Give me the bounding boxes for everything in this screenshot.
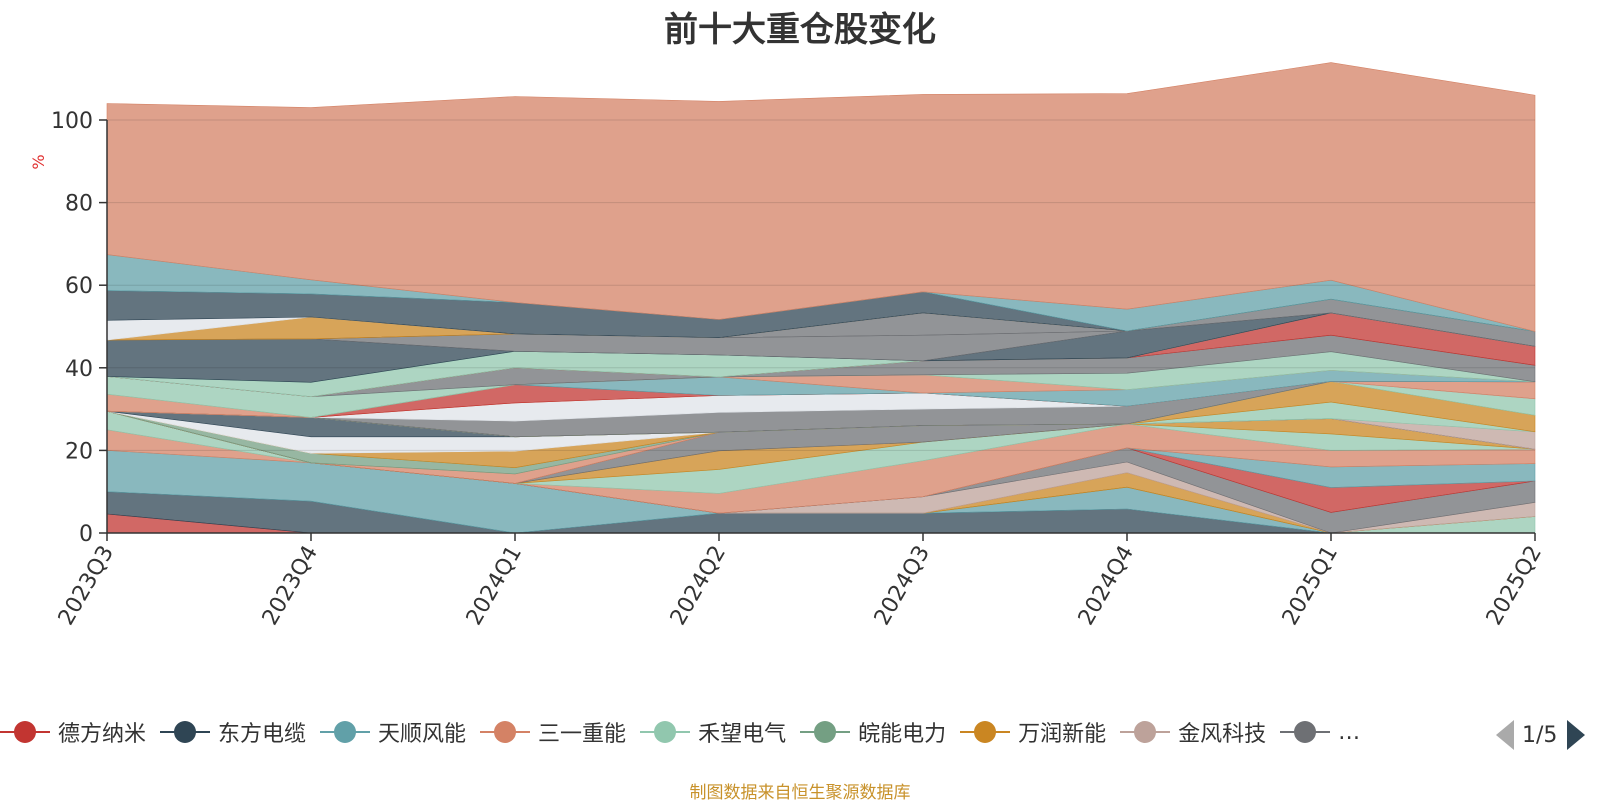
x-tick-label-2: 2024Q1: [462, 542, 527, 630]
legend-item-5[interactable]: 皖能电力: [800, 712, 946, 752]
legend-label: 东方电缆: [218, 722, 307, 747]
y-axis-label: %: [29, 154, 48, 169]
legend-marker-icon: [480, 721, 531, 743]
legend-marker-icon: [640, 721, 691, 743]
x-tick-label-4: 2024Q3: [870, 542, 935, 630]
legend-marker-icon: [160, 721, 211, 743]
y-tick-label-0: 0: [79, 522, 93, 547]
legend-item-4[interactable]: 禾望电气: [640, 712, 786, 752]
legend-item-0[interactable]: 德方纳米: [0, 712, 146, 752]
legend-label: 金风科技: [1178, 722, 1267, 747]
legend-item-6[interactable]: 万润新能: [960, 712, 1106, 752]
legend-item-2[interactable]: 天顺风能: [320, 712, 466, 752]
chart-title: 前十大重仓股变化: [664, 10, 936, 50]
legend-item-1[interactable]: 东方电缆: [160, 712, 306, 752]
legend-label: 三一重能: [538, 722, 627, 747]
legend-marker-icon: [1280, 721, 1331, 743]
y-tick-label-1: 20: [65, 439, 93, 464]
legend-item-7[interactable]: 金风科技: [1120, 712, 1266, 752]
legend-page-indicator: 1/5: [1522, 722, 1558, 748]
stacked-area-chart: 0 20 40 60 80 100% 2023Q3 2023Q4 2024Q1 2024Q2 202…: [29, 62, 1547, 630]
legend-marker-icon: [0, 721, 50, 743]
x-tick-label-6: 2025Q1: [1278, 542, 1343, 630]
area-series-41: [106, 62, 1536, 332]
legend-prev-page-icon[interactable]: [1496, 720, 1514, 750]
legend-label: …: [1338, 719, 1361, 745]
y-tick-label-5: 100: [51, 109, 93, 134]
legend-item-8[interactable]: …: [1280, 712, 1360, 752]
x-tick-label-1: 2023Q4: [258, 542, 323, 630]
legend-label: 万润新能: [1018, 722, 1107, 747]
legend-label: 天顺风能: [378, 722, 467, 747]
legend-marker-icon: [800, 721, 851, 743]
x-tick-label-0: 2023Q3: [54, 542, 119, 630]
legend-marker-icon: [320, 721, 371, 743]
legend-pager: 1/5: [1496, 718, 1600, 752]
legend: 德方纳米 东方电缆 天顺风能 三一重能 禾望电气 皖能电力 万润新能 金风科技 …: [0, 712, 1480, 752]
legend-next-page-icon[interactable]: [1567, 720, 1586, 750]
legend-item-3[interactable]: 三一重能: [480, 712, 626, 752]
legend-marker-icon: [1120, 721, 1171, 743]
legend-label: 禾望电气: [698, 722, 787, 747]
y-tick-label-3: 60: [65, 274, 93, 299]
x-tick-label-3: 2024Q2: [666, 542, 731, 630]
legend-label: 德方纳米: [58, 722, 147, 747]
x-tick-label-5: 2024Q4: [1074, 542, 1139, 630]
source-note: 制图数据来自恒生聚源数据库: [689, 783, 911, 803]
legend-label: 皖能电力: [858, 722, 947, 747]
x-tick-label-7: 2025Q2: [1482, 542, 1547, 630]
y-tick-label-2: 40: [65, 357, 93, 382]
y-tick-label-4: 80: [65, 192, 93, 217]
legend-marker-icon: [960, 721, 1011, 743]
